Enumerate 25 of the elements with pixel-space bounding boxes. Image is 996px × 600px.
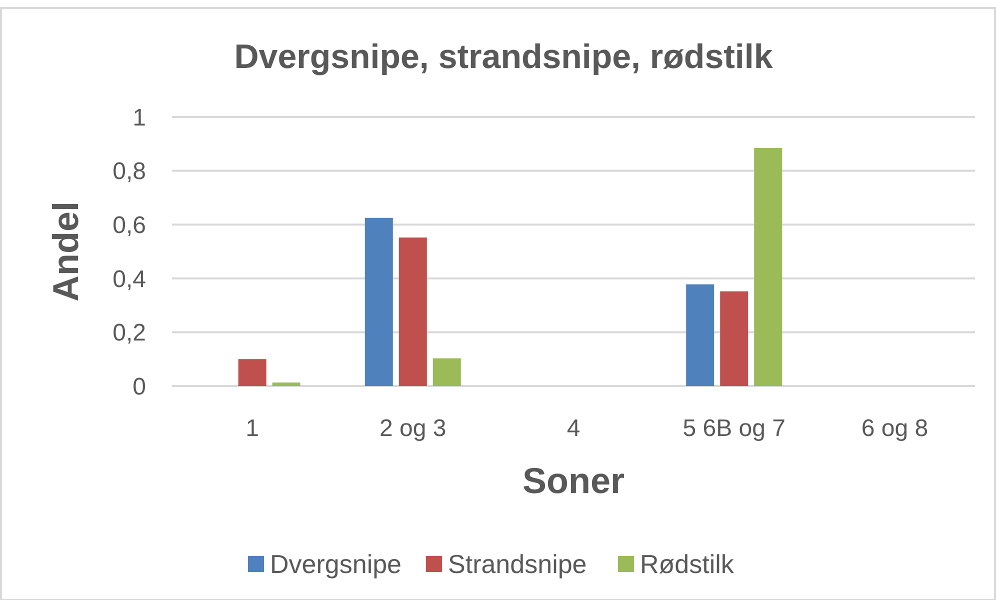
bar bbox=[720, 291, 748, 386]
y-axis-title: Andel bbox=[45, 201, 86, 302]
legend-label: Strandsnipe bbox=[448, 549, 587, 580]
chart-title: Dvergsnipe, strandsnipe, rødstilk bbox=[234, 38, 773, 76]
bar bbox=[272, 382, 300, 386]
x-tick-label: 4 bbox=[566, 415, 580, 442]
x-axis-title: Soner bbox=[522, 460, 625, 501]
bar bbox=[432, 358, 461, 386]
y-tick-label: 1 bbox=[132, 104, 146, 132]
x-tick-label: 1 bbox=[246, 415, 259, 442]
y-tick-label: 0,2 bbox=[112, 320, 146, 347]
bar bbox=[238, 359, 266, 386]
bar bbox=[686, 284, 714, 386]
x-tick-label: 2 og 3 bbox=[380, 415, 446, 442]
x-tick-label: 5 6B og 7 bbox=[682, 415, 786, 442]
y-tick-label: 0 bbox=[132, 373, 146, 400]
y-tick-label: 0,4 bbox=[112, 266, 146, 293]
bar bbox=[398, 238, 427, 386]
y-tick-label: 0,6 bbox=[112, 212, 146, 239]
legend-label: Dvergsnipe bbox=[270, 549, 402, 580]
legend-label: Rødstilk bbox=[640, 549, 735, 580]
y-tick-label: 0,8 bbox=[112, 158, 146, 186]
bar bbox=[754, 148, 782, 386]
x-tick-label: 6 og 8 bbox=[861, 415, 928, 442]
bar bbox=[364, 218, 393, 386]
